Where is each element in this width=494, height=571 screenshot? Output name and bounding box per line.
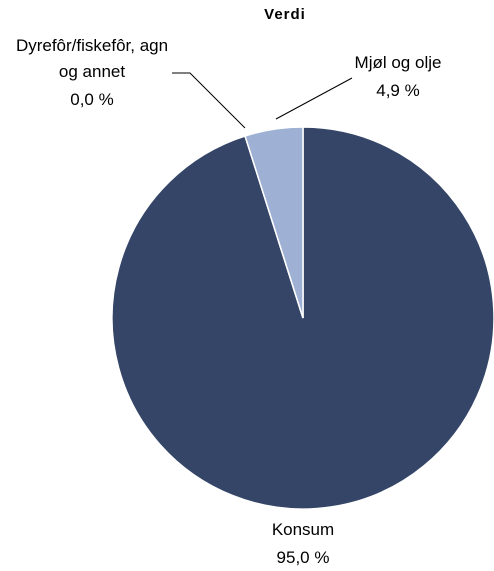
leader-line	[275, 77, 353, 120]
category-label: Dyrefôr/fiskefôr, agn og annet	[15, 36, 169, 81]
category-label: Konsum	[271, 520, 335, 539]
value-label: 4,9 %	[376, 81, 420, 100]
leader-line	[172, 72, 246, 129]
chart-title: Verdi	[264, 6, 306, 23]
value-label: 0,0 %	[70, 90, 114, 109]
pie-slice	[244, 126, 304, 319]
category-label: Mjøl og olje	[354, 53, 442, 72]
value-label: 95,0 %	[276, 548, 330, 567]
